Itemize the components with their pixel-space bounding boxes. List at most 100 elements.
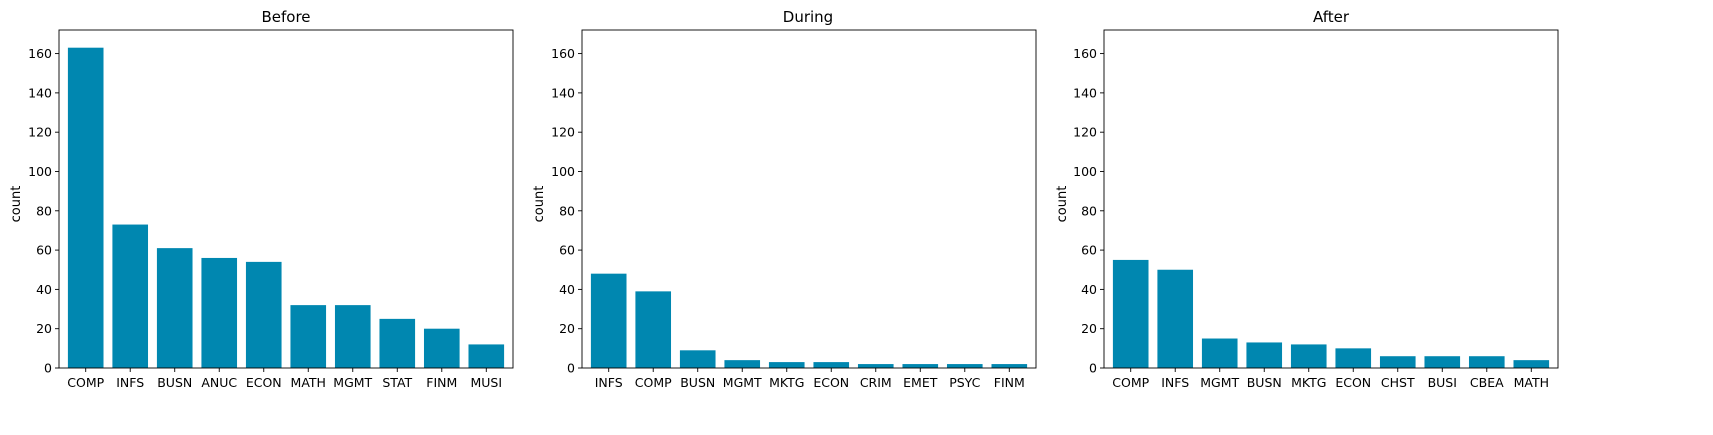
y-tick-label: 120 bbox=[28, 125, 52, 140]
y-tick-label: 20 bbox=[36, 321, 52, 336]
x-tick-label: STAT bbox=[382, 375, 412, 390]
x-tick-label: MUSI bbox=[471, 375, 503, 390]
bar-psyc bbox=[946, 364, 983, 368]
x-tick-label: ECON bbox=[813, 375, 849, 390]
y-tick-label: 0 bbox=[44, 361, 52, 376]
x-tick-label: MATH bbox=[1514, 375, 1549, 390]
plot-frame bbox=[1103, 29, 1559, 369]
bar-busn bbox=[679, 350, 716, 368]
y-tick-label: 100 bbox=[551, 164, 575, 179]
bar-anuc bbox=[201, 257, 238, 368]
chart-during: During count 0 20 40 60 80 100 120 140 160 INFS CO… bbox=[532, 8, 1037, 390]
bar-mktg bbox=[768, 362, 805, 368]
bar-mgmt bbox=[1201, 338, 1238, 368]
y-tick-label: 100 bbox=[28, 164, 52, 179]
y-tick-label: 40 bbox=[559, 282, 575, 297]
y-tick-label: 140 bbox=[28, 85, 52, 100]
plot-frame bbox=[581, 29, 1037, 369]
x-tick-label: MATH bbox=[291, 375, 326, 390]
bar-chst bbox=[1379, 356, 1416, 368]
y-tick-label: 40 bbox=[36, 282, 52, 297]
x-tick-label: MKTG bbox=[1291, 375, 1326, 390]
x-tick-label: MGMT bbox=[333, 375, 372, 390]
x-tick-label: FINM bbox=[426, 375, 457, 390]
bar-infs bbox=[112, 224, 149, 368]
bar-comp bbox=[635, 291, 672, 368]
y-tick-label: 120 bbox=[1073, 125, 1097, 140]
bar-econ bbox=[1335, 348, 1372, 368]
y-tick-label: 160 bbox=[1073, 46, 1097, 61]
chart-title: During bbox=[783, 8, 833, 26]
x-tick-label: INFS bbox=[116, 375, 144, 390]
x-tick-label: CRIM bbox=[860, 375, 892, 390]
x-tick-label: COMP bbox=[635, 375, 672, 390]
bar-stat bbox=[379, 318, 416, 368]
x-tick-label: BUSN bbox=[1247, 375, 1282, 390]
y-axis-label: count bbox=[1055, 186, 1070, 223]
bar-comp bbox=[1112, 259, 1149, 368]
y-tick-label: 80 bbox=[36, 203, 52, 218]
y-tick-label: 60 bbox=[1081, 243, 1097, 258]
x-tick-label: EMET bbox=[903, 375, 938, 390]
x-tick-label: CBEA bbox=[1470, 375, 1504, 390]
y-tick-label: 60 bbox=[36, 243, 52, 258]
x-tick-label: ANUC bbox=[201, 375, 237, 390]
x-tick-label: ECON bbox=[1335, 375, 1371, 390]
y-tick-label: 80 bbox=[1081, 203, 1097, 218]
y-tick-label: 100 bbox=[1073, 164, 1097, 179]
x-tick-label: BUSN bbox=[157, 375, 192, 390]
x-tick-label: PSYC bbox=[949, 375, 980, 390]
x-tick-label: FINM bbox=[994, 375, 1025, 390]
bar-mktg bbox=[1290, 344, 1327, 368]
chart-title: Before bbox=[261, 8, 310, 26]
bar-infs bbox=[1157, 269, 1194, 368]
x-tick-label: MGMT bbox=[1200, 375, 1239, 390]
y-tick-label: 40 bbox=[1081, 282, 1097, 297]
bar-crim bbox=[857, 364, 894, 368]
x-tick-label: MKTG bbox=[769, 375, 804, 390]
x-tick-label: CHST bbox=[1381, 375, 1415, 390]
bar-mgmt bbox=[334, 305, 371, 368]
x-tick-label: BUSI bbox=[1428, 375, 1457, 390]
x-tick-label: MGMT bbox=[723, 375, 762, 390]
y-tick-label: 160 bbox=[28, 46, 52, 61]
bar-finm bbox=[423, 328, 460, 368]
y-axis-label: count bbox=[532, 186, 547, 223]
y-tick-label: 140 bbox=[1073, 85, 1097, 100]
bar-math bbox=[1513, 360, 1550, 368]
x-tick-label: INFS bbox=[595, 375, 623, 390]
bar-musi bbox=[468, 344, 505, 368]
x-tick-label: ECON bbox=[246, 375, 282, 390]
bar-cbea bbox=[1468, 356, 1505, 368]
x-tick-label: BUSN bbox=[680, 375, 715, 390]
bar-econ bbox=[245, 261, 282, 368]
x-tick-label: COMP bbox=[67, 375, 104, 390]
y-tick-label: 20 bbox=[1081, 321, 1097, 336]
y-tick-label: 160 bbox=[551, 46, 575, 61]
y-tick-label: 0 bbox=[567, 361, 575, 376]
bar-busn bbox=[156, 248, 193, 368]
x-tick-label: COMP bbox=[1112, 375, 1149, 390]
bar-math bbox=[290, 305, 327, 368]
plot-frame bbox=[58, 29, 514, 369]
chart-title: After bbox=[1313, 8, 1350, 26]
y-tick-label: 0 bbox=[1089, 361, 1097, 376]
bar-busi bbox=[1424, 356, 1461, 368]
chart-before: Before count 0 20 40 60 80 100 120 140 160 COMP IN… bbox=[9, 8, 514, 390]
y-tick-label: 80 bbox=[559, 203, 575, 218]
y-tick-label: 60 bbox=[559, 243, 575, 258]
bar-mgmt bbox=[724, 360, 761, 368]
bar-finm bbox=[991, 364, 1028, 368]
y-axis-label: count bbox=[9, 186, 24, 223]
chart-after: After count 0 20 40 60 80 100 120 140 160 COMP INF… bbox=[1055, 8, 1559, 390]
x-tick-label: INFS bbox=[1161, 375, 1189, 390]
bar-busn bbox=[1246, 342, 1283, 368]
bar-econ bbox=[813, 362, 850, 368]
y-tick-label: 140 bbox=[551, 85, 575, 100]
y-tick-label: 120 bbox=[551, 125, 575, 140]
bar-emet bbox=[902, 364, 939, 368]
bar-infs bbox=[590, 273, 627, 368]
y-tick-label: 20 bbox=[559, 321, 575, 336]
bar-comp bbox=[67, 47, 104, 368]
